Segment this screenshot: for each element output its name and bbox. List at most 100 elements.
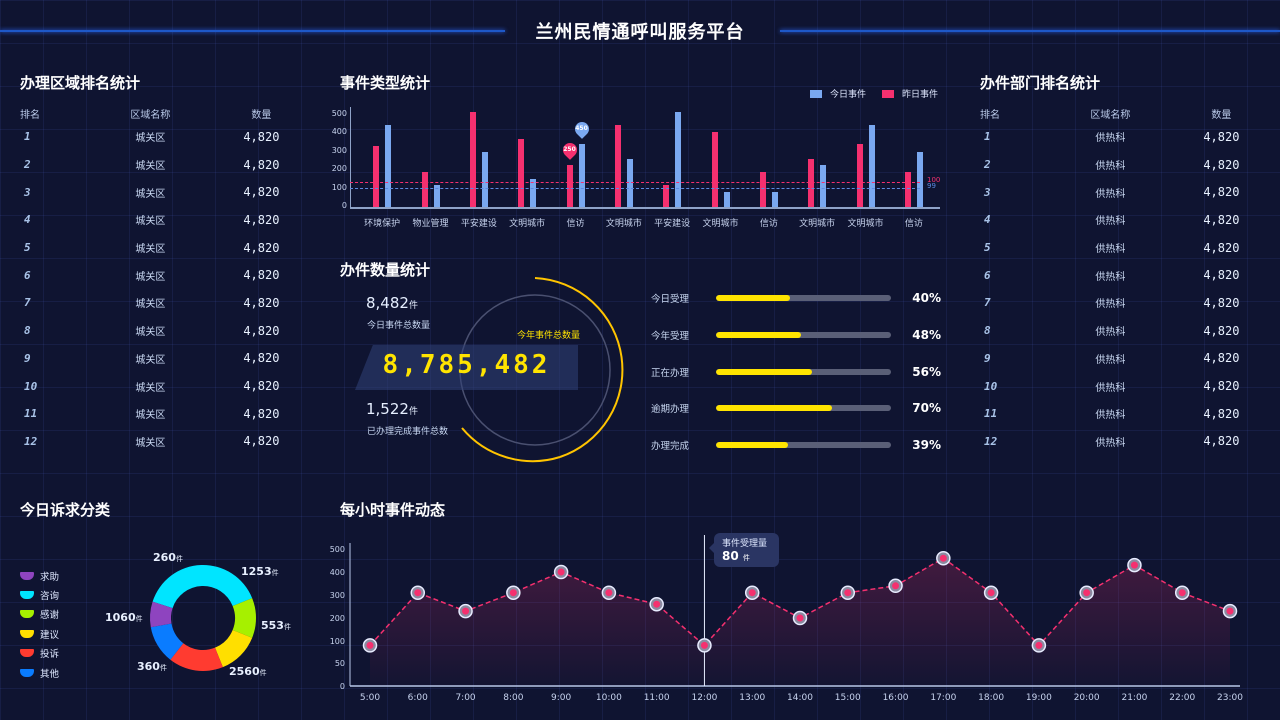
- x-category-label: 信访: [759, 219, 778, 229]
- value-cell: 4,820: [1203, 268, 1240, 283]
- bar-yesterday: [808, 159, 815, 207]
- table-row[interactable]: 5 供热科 4,820: [980, 234, 1260, 262]
- progress-track: [716, 405, 891, 411]
- rank-cell: 5: [984, 241, 991, 255]
- name-cell: 供热科: [1095, 271, 1126, 283]
- progress-track: [716, 369, 891, 375]
- rank-cell: 9: [984, 351, 991, 365]
- y-tick-label: 50: [335, 659, 345, 668]
- table-row[interactable]: 7 供热科 4,820: [980, 289, 1260, 317]
- legend-swatch-today: [810, 89, 822, 98]
- rank-cell: 10: [24, 379, 38, 393]
- y-tick-label: 300: [330, 591, 345, 600]
- bar-today: [481, 151, 488, 207]
- donut-segment[interactable]: [170, 643, 223, 671]
- bar-yesterday: [469, 112, 476, 207]
- name-cell: 供热科: [1095, 133, 1126, 145]
- progress-row: 正在办理 56%: [651, 364, 951, 380]
- table-row[interactable]: 4 供热科 4,820: [980, 206, 1260, 234]
- data-point-core: [1083, 589, 1091, 597]
- donut-legend-item[interactable]: 咨询: [20, 585, 59, 604]
- y-tick-label: 400: [331, 127, 347, 137]
- y-tick-label: 500: [330, 545, 345, 554]
- data-point-core: [557, 568, 565, 576]
- table-row[interactable]: 1 城关区 4,820: [20, 123, 300, 151]
- table-row[interactable]: 4 城关区 4,820: [20, 206, 300, 234]
- table-row[interactable]: 11 城关区 4,820: [20, 400, 300, 428]
- data-point-core: [366, 641, 374, 649]
- donut-legend: 求助咨询 感谢建议投诉 其他: [20, 566, 59, 682]
- pin-marker-icon: [571, 119, 592, 140]
- table-row[interactable]: 12 城关区 4,820: [20, 428, 300, 456]
- bar-yesterday: [663, 184, 670, 207]
- x-tick-label: 20:00: [1074, 693, 1100, 703]
- table-row[interactable]: 8 供热科 4,820: [980, 317, 1260, 345]
- bar-yesterday: [373, 146, 380, 207]
- table-row[interactable]: 6 城关区 4,820: [20, 261, 300, 289]
- table-row[interactable]: 12 供热科 4,820: [980, 428, 1260, 456]
- table-row[interactable]: 9 城关区 4,820: [20, 345, 300, 373]
- today-total-label: 今日事件总数量: [367, 321, 431, 331]
- donut-segment[interactable]: [214, 629, 253, 668]
- x-tick-label: 9:00: [551, 693, 571, 703]
- donut-legend-item[interactable]: 投诉: [20, 644, 59, 663]
- donut-legend-item[interactable]: 求助: [20, 566, 59, 585]
- name-cell: 供热科: [1095, 354, 1126, 366]
- value-cell: 4,820: [243, 323, 280, 338]
- bar-yesterday: [518, 138, 525, 207]
- rank-cell: 8: [24, 324, 31, 338]
- donut-segment[interactable]: [150, 623, 184, 660]
- completed-total-label: 已办理完成事件总数: [367, 427, 449, 437]
- x-category-label: 环境保护: [364, 219, 401, 229]
- donut-segment[interactable]: [232, 598, 256, 638]
- donut-legend-item[interactable]: 其他: [20, 663, 59, 682]
- bar-yesterday: [856, 144, 863, 207]
- table-row[interactable]: 2 供热科 4,820: [980, 151, 1260, 179]
- table-row[interactable]: 9 供热科 4,820: [980, 345, 1260, 373]
- value-cell: 4,820: [1203, 323, 1240, 338]
- y-tick-label: 200: [330, 614, 345, 623]
- legend-label-yesterday: 昨日事件: [902, 90, 939, 100]
- donut-segment[interactable]: [150, 601, 173, 628]
- donut-legend-item[interactable]: 感谢: [20, 605, 59, 624]
- table-row[interactable]: 3 供热科 4,820: [980, 178, 1260, 206]
- value-cell: 4,820: [243, 351, 280, 366]
- name-cell: 城关区: [135, 327, 166, 339]
- bar-today: [820, 164, 827, 207]
- rank-cell: 10: [984, 379, 998, 393]
- table-row[interactable]: 7 城关区 4,820: [20, 289, 300, 317]
- donut-legend-item[interactable]: 建议: [20, 624, 59, 643]
- table-row[interactable]: 5 城关区 4,820: [20, 234, 300, 262]
- table-row[interactable]: 6 供热科 4,820: [980, 261, 1260, 289]
- table-row[interactable]: 10 城关区 4,820: [20, 372, 300, 400]
- legend-label: 求助: [40, 571, 60, 583]
- legend-swatch-icon: [20, 610, 34, 619]
- bar-today: [675, 112, 682, 207]
- table-row[interactable]: 10 供热科 4,820: [980, 372, 1260, 400]
- table-header: 排名 区域名称 数量: [980, 103, 1260, 123]
- progress-fill: [716, 405, 832, 411]
- value-cell: 4,820: [243, 157, 280, 172]
- table-row[interactable]: 1 供热科 4,820: [980, 123, 1260, 151]
- name-cell: 供热科: [1095, 382, 1126, 394]
- x-tick-label: 8:00: [503, 693, 523, 703]
- legend-today[interactable]: 今日事件: [810, 87, 866, 100]
- bar-today: [626, 159, 633, 207]
- table-row[interactable]: 2 城关区 4,820: [20, 151, 300, 179]
- name-cell: 供热科: [1095, 188, 1126, 200]
- table-row[interactable]: 11 供热科 4,820: [980, 400, 1260, 428]
- data-point-core: [653, 600, 661, 608]
- col-rank: 排名: [980, 109, 1000, 121]
- donut-segment[interactable]: [152, 565, 253, 609]
- data-point-core: [605, 589, 613, 597]
- region-ranking-table: 排名 区域名称 数量 1 城关区 4,820 2 城关区 4,820 3 城关区 4,820 4 城…: [20, 103, 300, 455]
- progress-label: 办理完成: [651, 441, 690, 452]
- table-row[interactable]: 8 城关区 4,820: [20, 317, 300, 345]
- legend-label-today: 今日事件: [830, 90, 867, 100]
- legend-yesterday[interactable]: 昨日事件: [882, 87, 938, 100]
- table-row[interactable]: 3 城关区 4,820: [20, 178, 300, 206]
- legend-label: 建议: [40, 629, 60, 641]
- donut-value-label: 360件: [137, 660, 167, 673]
- name-cell: 城关区: [135, 299, 166, 311]
- col-value: 数量: [1211, 109, 1232, 121]
